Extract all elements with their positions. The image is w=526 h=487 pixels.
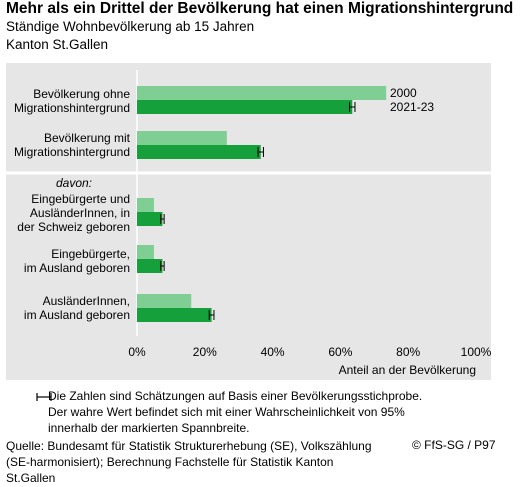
category-label: Eingebürgerte, bbox=[51, 247, 130, 261]
category-label: Migrationshintergrund bbox=[14, 101, 130, 115]
source-note: Quelle: Bundesamt für Statistik Struktur… bbox=[6, 438, 376, 486]
source-line: St.Gallen bbox=[6, 471, 56, 485]
chart-region: Kanton St.Gallen bbox=[6, 37, 109, 52]
source-line: Quelle: Bundesamt für Statistik Struktur… bbox=[6, 439, 372, 453]
bar-2021-23-0 bbox=[137, 100, 353, 114]
x-tick-label: 60% bbox=[328, 345, 352, 359]
footnote: Die Zahlen sind Schätzungen auf Basis ei… bbox=[48, 388, 488, 436]
x-tick-label: 40% bbox=[261, 345, 285, 359]
category-label: Bevölkerung mit bbox=[44, 131, 131, 145]
legend-label-2021-23: 2021-23 bbox=[390, 100, 434, 114]
chart-title: Mehr als ein Drittel der Bevölkerung hat… bbox=[6, 0, 514, 17]
x-axis-label: Anteil an der Bevölkerung bbox=[339, 363, 476, 377]
group-label: davon: bbox=[56, 176, 92, 190]
chart-panel bbox=[6, 63, 491, 380]
category-label: Migrationshintergrund bbox=[14, 145, 130, 159]
footnote-line: Der wahre Wert befindet sich mit einer W… bbox=[48, 405, 405, 419]
category-label: Bevölkerung ohne bbox=[33, 87, 130, 101]
footnote-line: innerhalb der markierten Spannbreite. bbox=[48, 421, 250, 435]
x-tick-label: 20% bbox=[193, 345, 217, 359]
footnote-line: Die Zahlen sind Schätzungen auf Basis ei… bbox=[48, 389, 423, 403]
x-tick-label: 0% bbox=[128, 345, 146, 359]
bar-2000-4 bbox=[137, 294, 192, 308]
category-label: im Ausland geboren bbox=[24, 308, 130, 322]
chart-subtitle: Ständige Wohnbevölkerung ab 15 Jahren bbox=[6, 19, 255, 34]
category-label: Eingebürgerte und bbox=[31, 192, 130, 206]
bar-2021-23-1 bbox=[137, 145, 261, 159]
x-tick-label: 80% bbox=[396, 345, 420, 359]
bar-2000-2 bbox=[137, 198, 154, 212]
copyright: © FfS-SG / P97 bbox=[412, 438, 496, 452]
x-tick-label: 100% bbox=[461, 345, 492, 359]
bar-2021-23-4 bbox=[137, 308, 212, 322]
bar-2000-3 bbox=[137, 245, 154, 259]
source-line: (SE-harmonisiert); Berechnung Fachstelle… bbox=[6, 455, 334, 469]
bar-2000-1 bbox=[137, 131, 227, 145]
category-label: im Ausland geboren bbox=[24, 261, 130, 275]
bar-2021-23-3 bbox=[137, 259, 163, 273]
bar-2000-0 bbox=[137, 86, 387, 100]
category-label: der Schweiz geboren bbox=[17, 220, 130, 234]
error-bar-legend-icon bbox=[36, 393, 52, 401]
legend-label-2000: 2000 bbox=[390, 86, 417, 100]
bar-2021-23-2 bbox=[137, 212, 163, 226]
category-label: AusländerInnen, in bbox=[30, 206, 130, 220]
category-label: AusländerInnen, bbox=[43, 294, 130, 308]
